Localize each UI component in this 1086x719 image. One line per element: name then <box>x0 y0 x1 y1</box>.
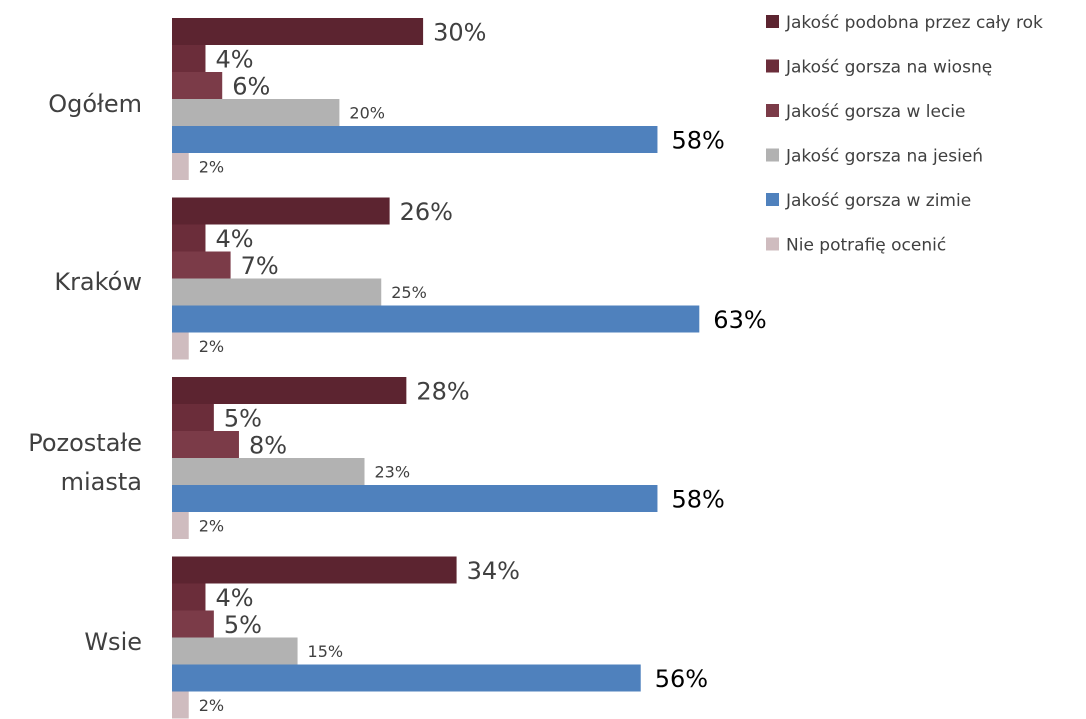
data-label-pozostale-miasta-jakosc-gorsza-na-wiosne: 5% <box>224 405 262 433</box>
legend-label-jakosc-gorsza-na-wiosne: Jakość gorsza na wiosnę <box>785 58 992 78</box>
data-label-krakow-jakosc-gorsza-w-zimie: 63% <box>713 306 766 334</box>
data-label-krakow-jakosc-gorsza-w-lecie: 7% <box>241 252 279 280</box>
data-label-ogolem-jakosc-gorsza-na-wiosne: 4% <box>215 46 253 74</box>
bar-wsie-jakosc-podobna-przez-caly-rok <box>172 556 457 584</box>
bar-ogolem-jakosc-gorsza-na-jesien <box>172 99 340 126</box>
legend-swatch-jakosc-podobna-przez-caly-rok <box>766 15 779 28</box>
data-label-pozostale-miasta-jakosc-gorsza-w-lecie: 8% <box>249 432 287 460</box>
legend-label-jakosc-gorsza-w-zimie: Jakość gorsza w zimie <box>785 191 971 211</box>
data-label-pozostale-miasta-jakosc-gorsza-w-zimie: 58% <box>671 486 724 514</box>
bar-ogolem-jakosc-podobna-przez-caly-rok <box>172 18 424 45</box>
data-label-ogolem-jakosc-gorsza-w-zimie: 58% <box>671 127 724 155</box>
legend-swatch-jakosc-gorsza-na-wiosne <box>766 59 779 73</box>
bar-pozostale-miasta-jakosc-gorsza-w-zimie <box>172 485 658 512</box>
bar-ogolem-nie-potrafie-ocenic <box>172 153 189 180</box>
data-label-ogolem-jakosc-gorsza-na-jesien: 20% <box>349 104 385 123</box>
bar-pozostale-miasta-jakosc-gorsza-na-wiosne <box>172 404 214 431</box>
category-label-ogolem: Ogółem <box>48 90 142 118</box>
bar-wsie-jakosc-gorsza-w-zimie <box>172 664 641 692</box>
category-label-wsie: Wsie <box>84 628 142 656</box>
data-label-krakow-jakosc-gorsza-na-wiosne: 4% <box>215 225 253 253</box>
bar-pozostale-miasta-nie-potrafie-ocenic <box>172 512 189 539</box>
data-label-wsie-jakosc-gorsza-w-lecie: 5% <box>224 611 262 639</box>
data-label-pozostale-miasta-jakosc-podobna-przez-caly-rok: 28% <box>416 378 469 406</box>
data-label-ogolem-nie-potrafie-ocenic: 2% <box>199 158 224 177</box>
bar-krakow-jakosc-gorsza-w-lecie <box>172 251 231 279</box>
legend-label-jakosc-podobna-przez-caly-rok: Jakość podobna przez cały rok <box>785 13 1043 33</box>
data-label-krakow-jakosc-podobna-przez-caly-rok: 26% <box>400 198 453 226</box>
legend-swatch-jakosc-gorsza-na-jesien <box>766 148 779 162</box>
legend-label-jakosc-gorsza-w-lecie: Jakość gorsza w lecie <box>785 102 965 122</box>
data-label-pozostale-miasta-jakosc-gorsza-na-jesien: 23% <box>375 463 411 482</box>
legend-swatch-jakosc-gorsza-w-lecie <box>766 104 779 117</box>
bars-group: 30%4%6%20%58%2%26%4%7%25%63%2%28%5%8%23%… <box>172 18 767 719</box>
legend-swatch-jakosc-gorsza-w-zimie <box>766 193 779 206</box>
legend-swatch-nie-potrafie-ocenic <box>766 237 779 251</box>
bar-pozostale-miasta-jakosc-gorsza-w-lecie <box>172 431 239 458</box>
bar-wsie-jakosc-gorsza-na-jesien <box>172 637 298 665</box>
bar-krakow-jakosc-gorsza-na-jesien <box>172 278 382 306</box>
bar-krakow-jakosc-gorsza-na-wiosne <box>172 224 206 252</box>
bar-wsie-nie-potrafie-ocenic <box>172 691 189 719</box>
data-label-pozostale-miasta-nie-potrafie-ocenic: 2% <box>199 517 224 536</box>
bar-ogolem-jakosc-gorsza-w-zimie <box>172 126 658 153</box>
bar-ogolem-jakosc-gorsza-w-lecie <box>172 72 223 99</box>
bar-krakow-jakosc-podobna-przez-caly-rok <box>172 197 390 225</box>
data-label-krakow-jakosc-gorsza-na-jesien: 25% <box>391 283 427 302</box>
category-labels: Ogółem Kraków Pozostałe miasta Wsie <box>28 90 142 656</box>
category-label-pozostale-miasta-line-1: Pozostałe <box>28 429 142 457</box>
bar-pozostale-miasta-jakosc-podobna-przez-caly-rok <box>172 377 407 404</box>
bar-wsie-jakosc-gorsza-na-wiosne <box>172 583 206 611</box>
data-label-wsie-jakosc-gorsza-na-jesien: 15% <box>308 642 344 661</box>
legend-label-nie-potrafie-ocenic: Nie potrafię ocenić <box>786 236 946 256</box>
bar-krakow-jakosc-gorsza-w-zimie <box>172 305 700 333</box>
data-label-ogolem-jakosc-gorsza-w-lecie: 6% <box>232 73 270 101</box>
bar-ogolem-jakosc-gorsza-na-wiosne <box>172 45 206 72</box>
data-label-wsie-jakosc-gorsza-w-zimie: 56% <box>655 665 708 693</box>
data-label-wsie-jakosc-podobna-przez-caly-rok: 34% <box>467 557 520 585</box>
legend: Jakość podobna przez cały rok Jakość gors… <box>766 13 1043 256</box>
data-label-ogolem-jakosc-podobna-przez-caly-rok: 30% <box>433 19 486 47</box>
data-label-wsie-jakosc-gorsza-na-wiosne: 4% <box>215 584 253 612</box>
legend-label-jakosc-gorsza-na-jesien: Jakość gorsza na jesień <box>785 147 983 167</box>
category-label-krakow: Kraków <box>54 268 142 296</box>
data-label-wsie-nie-potrafie-ocenic: 2% <box>199 696 224 715</box>
data-label-krakow-nie-potrafie-ocenic: 2% <box>199 337 224 356</box>
category-label-pozostale-miasta-line-2: miasta <box>61 468 142 496</box>
bar-wsie-jakosc-gorsza-w-lecie <box>172 610 214 638</box>
bar-pozostale-miasta-jakosc-gorsza-na-jesien <box>172 458 365 485</box>
bar-krakow-nie-potrafie-ocenic <box>172 332 189 360</box>
